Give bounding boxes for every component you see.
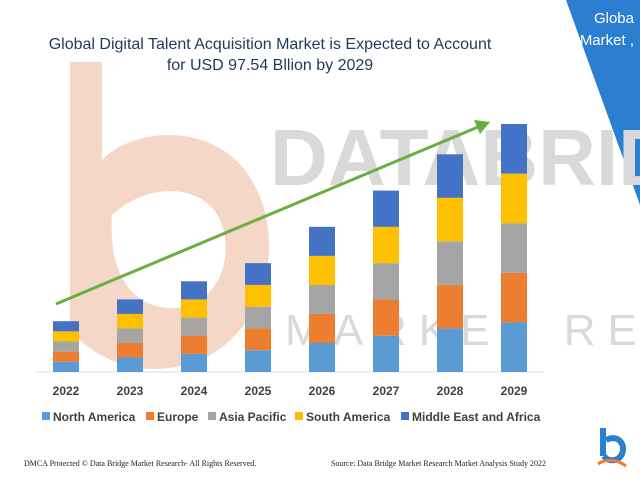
bar-2025-north-america	[245, 350, 271, 372]
side-panel	[566, 0, 640, 205]
x-tick-label: 2023	[117, 384, 144, 398]
source-note: Source: Data Bridge Market Research Mark…	[330, 459, 546, 468]
bar-2028-north-america	[437, 328, 463, 372]
legend-label: North America	[53, 410, 136, 424]
bar-2024-asia-pacific	[181, 317, 207, 336]
bar-2025-europe	[245, 328, 271, 351]
bar-2025-asia-pacific	[245, 306, 271, 329]
brand-logo-icon	[597, 428, 627, 468]
legend: North America Europe Asia Pacific South Ame…	[42, 410, 541, 424]
bar-2022-europe	[53, 351, 79, 362]
legend-swatch	[42, 412, 50, 420]
bar-2022-north-america	[53, 361, 79, 372]
side-panel-line1: Globa	[593, 10, 634, 27]
x-tick-label: 2022	[53, 384, 80, 398]
bar-2023-asia-pacific	[117, 328, 143, 343]
bar-2028-europe	[437, 284, 463, 329]
bar-2025-middle-east-and-africa	[245, 263, 271, 285]
bar-2023-north-america	[117, 357, 143, 372]
bar-2028-south-america	[437, 197, 463, 242]
side-panel-text: Globa Market ,	[580, 8, 634, 52]
legend-swatch	[208, 412, 216, 420]
bar-2029-asia-pacific	[501, 223, 527, 273]
bar-2026-south-america	[309, 255, 335, 285]
bar-2029-south-america	[501, 173, 527, 224]
bar-2027-middle-east-and-africa	[373, 190, 399, 227]
copyright-note: DMCA Protected © Data Bridge Market Rese…	[24, 459, 257, 468]
x-tick-label: 2029	[501, 384, 528, 398]
bar-2027-asia-pacific	[373, 263, 399, 300]
bar-2024-middle-east-and-africa	[181, 281, 207, 300]
x-tick-labels: 2022 2023 2024 2025 2026 2027 2028 2029	[53, 384, 528, 398]
bar-2029-middle-east-and-africa	[501, 124, 527, 174]
legend-swatch	[295, 412, 303, 420]
bar-2026-north-america	[309, 342, 335, 372]
bar-2026-europe	[309, 313, 335, 343]
watermark-logo	[70, 62, 270, 369]
bars-group	[53, 124, 527, 372]
bar-2028-asia-pacific	[437, 241, 463, 285]
legend-label: Asia Pacific	[219, 410, 287, 424]
legend-label: South America	[306, 410, 391, 424]
bar-2022-asia-pacific	[53, 341, 79, 352]
legend-swatch	[401, 412, 409, 420]
legend-label: Middle East and Africa	[412, 410, 541, 424]
bar-2028-middle-east-and-africa	[437, 154, 463, 198]
bar-2024-europe	[181, 335, 207, 354]
chart-title-line1: Global Digital Talent Acquisition Market…	[48, 36, 492, 53]
chart-title-line2: for USD 97.54 Bllion by 2029	[166, 57, 374, 74]
bar-2027-europe	[373, 299, 399, 336]
side-panel-line2: Market ,	[579, 32, 634, 49]
bar-2022-south-america	[53, 331, 79, 342]
x-tick-label: 2024	[181, 384, 208, 398]
x-tick-label: 2027	[373, 384, 400, 398]
bar-2023-europe	[117, 342, 143, 358]
trend-arrow-line	[55, 125, 479, 306]
trend-arrow	[55, 120, 490, 306]
bar-2024-south-america	[181, 299, 207, 318]
bar-2024-north-america	[181, 353, 207, 372]
watermark: DATABRIDGE MARKET RESEARCH	[70, 62, 640, 369]
bar-2027-north-america	[373, 335, 399, 372]
bar-2029-north-america	[501, 322, 527, 372]
bar-2029-europe	[501, 272, 527, 323]
bar-2025-south-america	[245, 284, 271, 307]
legend-swatch	[146, 412, 154, 420]
x-tick-label: 2026	[309, 384, 336, 398]
trend-arrow-head	[474, 120, 490, 134]
bar-2027-south-america	[373, 226, 399, 264]
bar-2022-middle-east-and-africa	[53, 321, 79, 332]
bar-2026-middle-east-and-africa	[309, 226, 335, 256]
x-tick-label: 2025	[245, 384, 272, 398]
bar-2023-middle-east-and-africa	[117, 299, 143, 314]
x-tick-label: 2028	[437, 384, 464, 398]
chart-title: Global Digital Talent Acquisition Market…	[20, 34, 520, 76]
legend-label: Europe	[157, 410, 199, 424]
bar-2023-south-america	[117, 313, 143, 329]
bar-2026-asia-pacific	[309, 284, 335, 314]
